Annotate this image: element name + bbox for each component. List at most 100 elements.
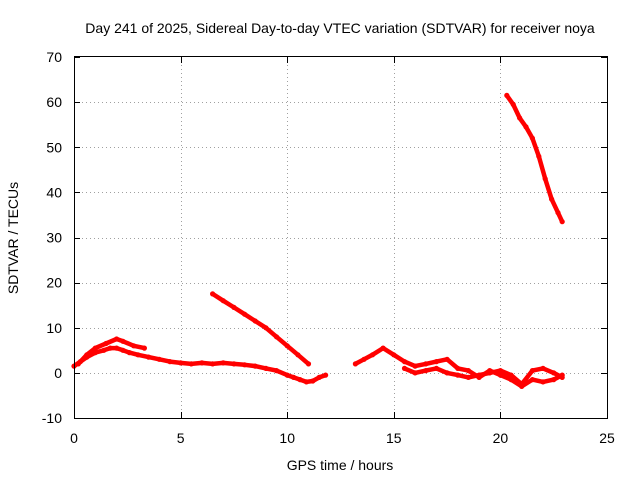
data-point: [444, 356, 450, 362]
data-point: [444, 370, 450, 376]
x-axis-label: GPS time / hours: [287, 457, 394, 473]
data-point: [242, 362, 248, 368]
y-tick-label: 40: [46, 184, 62, 200]
data-point: [92, 345, 98, 351]
data-point: [75, 361, 81, 367]
y-tick-label: 10: [46, 320, 62, 336]
data-point: [178, 360, 184, 366]
x-tick-label: 5: [177, 430, 185, 446]
x-tick-label: 20: [493, 430, 509, 446]
data-point: [380, 345, 386, 351]
data-point: [423, 361, 429, 367]
y-axis-label: SDTVAR / TECUs: [5, 182, 21, 294]
data-point: [120, 347, 126, 353]
data-point: [540, 365, 546, 371]
series-track-3-lower: [402, 366, 565, 387]
data-point: [551, 370, 557, 376]
data-point: [529, 377, 536, 383]
data-point: [146, 354, 152, 360]
data-point: [369, 352, 376, 358]
data-point: [559, 219, 565, 225]
data-point: [361, 356, 367, 362]
data-point: [423, 368, 429, 374]
data-point: [523, 124, 529, 130]
data-point: [199, 360, 205, 366]
data-point: [210, 361, 216, 367]
data-point: [131, 343, 137, 349]
data-point: [126, 350, 132, 356]
data-point: [529, 368, 536, 374]
data-point: [465, 368, 471, 374]
data-point: [559, 374, 565, 380]
data-point: [551, 377, 557, 383]
x-tick-label: 15: [386, 430, 402, 446]
data-point: [542, 176, 548, 182]
data-point: [252, 318, 258, 324]
series-track-2: [210, 291, 311, 367]
y-tick-label: 20: [46, 275, 62, 291]
data-point: [487, 370, 493, 376]
data-point: [455, 365, 461, 371]
y-tick-label: 50: [46, 139, 62, 155]
data-point: [536, 153, 542, 159]
data-point: [114, 345, 120, 351]
data-point: [284, 343, 290, 349]
data-point: [231, 361, 237, 367]
data-point: [263, 325, 269, 331]
data-point: [210, 291, 216, 297]
data-point: [517, 115, 523, 121]
data-point: [433, 359, 439, 365]
data-point: [303, 379, 309, 385]
data-point: [263, 365, 269, 371]
data-point: [101, 347, 107, 353]
data-point: [120, 338, 126, 344]
data-point: [188, 361, 194, 367]
data-point: [323, 372, 329, 378]
data-point: [412, 370, 418, 376]
data-point: [103, 340, 109, 347]
data-point: [167, 359, 173, 365]
data-point: [84, 352, 90, 358]
x-tick-label: 0: [70, 430, 78, 446]
data-point: [391, 352, 397, 358]
plot-frame: [74, 56, 608, 419]
tick-layer: [74, 57, 608, 419]
data-point: [465, 374, 471, 380]
chart-title: Day 241 of 2025, Sidereal Day-to-day VTE…: [85, 20, 595, 36]
data-layer: [71, 92, 565, 389]
x-tick-label: 25: [599, 430, 615, 446]
data-point: [297, 377, 303, 383]
data-point: [273, 368, 280, 374]
data-point: [252, 363, 258, 369]
data-point: [291, 374, 297, 380]
data-point: [295, 352, 301, 358]
data-point: [231, 304, 237, 310]
data-point: [433, 365, 439, 371]
data-point: [555, 210, 561, 216]
data-point: [519, 381, 525, 387]
y-tick-label: 30: [46, 230, 62, 246]
data-point: [508, 372, 514, 378]
data-point: [156, 356, 162, 362]
data-point: [510, 101, 516, 107]
data-point: [310, 378, 316, 384]
data-point: [412, 363, 418, 369]
data-point: [220, 360, 226, 366]
data-point: [529, 135, 536, 141]
data-point: [107, 345, 113, 351]
data-point: [135, 352, 141, 358]
data-point: [401, 365, 408, 371]
y-tick-label: 70: [46, 49, 62, 65]
y-tick-label: 0: [54, 365, 62, 381]
data-point: [549, 196, 555, 202]
y-tick-label: 60: [46, 94, 62, 110]
label-layer: 0 5 10 15 20 25 -10 0 10 20 30 40 50 60 70: [42, 49, 615, 446]
data-point: [141, 345, 147, 351]
series-track-4: [504, 93, 565, 224]
data-point: [497, 372, 503, 378]
y-tick-label: -10: [42, 410, 62, 426]
data-point: [401, 359, 408, 365]
data-point: [352, 361, 358, 367]
data-point: [305, 361, 312, 367]
grid-layer: [74, 57, 607, 418]
